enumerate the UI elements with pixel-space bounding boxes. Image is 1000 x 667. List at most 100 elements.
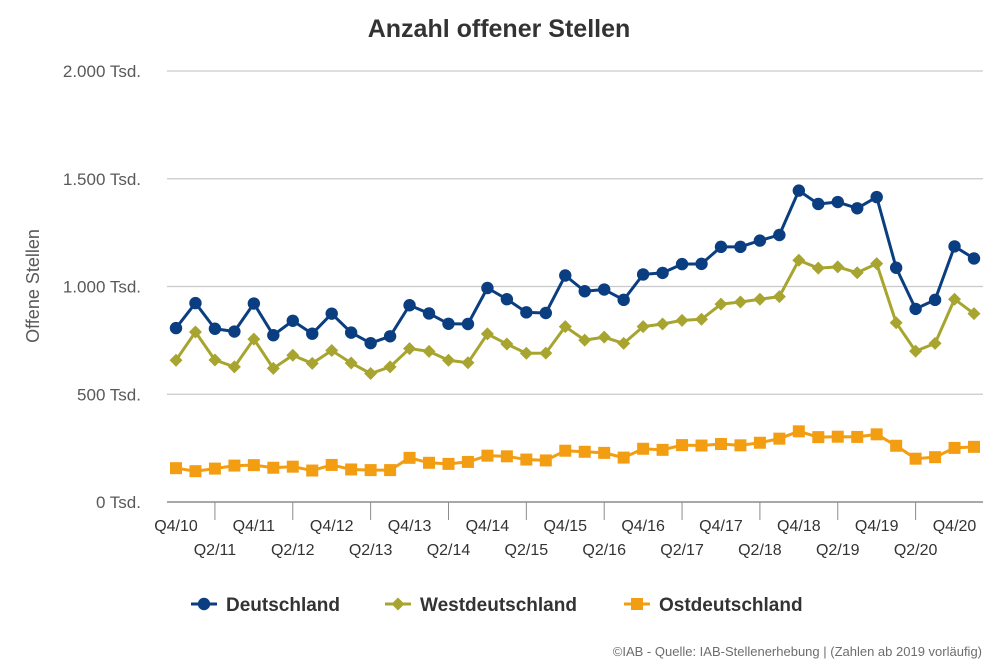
data-point (169, 353, 183, 367)
data-point (636, 320, 650, 334)
data-point (286, 348, 300, 362)
x-tick-label: Q2/12 (271, 542, 315, 559)
data-point (403, 299, 416, 312)
x-tick-label: Q2/15 (505, 542, 549, 559)
legend-item-deutschland[interactable]: Deutschland (191, 595, 340, 616)
x-tick-label: Q4/15 (543, 518, 587, 535)
chart-title: Anzahl offener Stellen (368, 15, 631, 43)
data-point (909, 452, 922, 465)
x-tick-label: Q4/18 (777, 518, 821, 535)
data-point (267, 461, 280, 474)
data-point (208, 322, 222, 335)
data-point (617, 451, 630, 464)
data-point (656, 317, 670, 331)
legend-item-ostdeutschland[interactable]: Ostdeutschland (624, 595, 803, 616)
data-point (345, 463, 358, 476)
data-point (306, 464, 319, 477)
data-point (772, 290, 786, 304)
data-point (734, 439, 747, 452)
data-point (753, 292, 767, 306)
data-point (812, 197, 825, 211)
data-point (695, 312, 709, 326)
data-point (851, 430, 864, 443)
data-point (831, 195, 844, 209)
data-point (500, 450, 513, 463)
y-tick-label: 1.000 Tsd. (63, 278, 141, 297)
data-point (461, 317, 475, 331)
data-point (928, 293, 942, 307)
data-point (792, 425, 805, 438)
data-point (208, 353, 222, 367)
data-point (753, 234, 767, 247)
y-tick-label: 2.000 Tsd. (63, 62, 141, 81)
data-point (170, 462, 182, 475)
data-point (890, 439, 903, 452)
legend-label: Ostdeutschland (659, 595, 803, 616)
data-point (792, 253, 806, 267)
gridlines (167, 70, 983, 503)
data-point (948, 292, 962, 306)
data-point (344, 326, 358, 339)
series-westdeutschland (169, 253, 981, 381)
data-point (948, 441, 961, 454)
data-point (189, 465, 202, 478)
data-point (792, 184, 806, 197)
y-tick-label: 500 Tsd. (77, 385, 141, 404)
data-point (500, 293, 514, 306)
legend-item-westdeutschland[interactable]: Westdeutschland (385, 595, 577, 616)
data-point (617, 293, 630, 307)
y-axis-ticks: 0 Tsd. 500 Tsd. 1.000 Tsd. 1.500 Tsd. 2.000 … (63, 62, 141, 512)
data-point (442, 317, 455, 330)
source-note: ©IAB - Quelle: IAB-Stellenerhebung | (Za… (613, 644, 982, 659)
x-tick-label: Q2/20 (894, 542, 938, 559)
data-point (539, 454, 552, 467)
data-point (383, 330, 397, 343)
x-tick-label: Q2/11 (194, 542, 237, 559)
data-point (384, 464, 397, 477)
data-point (870, 428, 883, 441)
data-point (481, 281, 494, 295)
x-tick-label: Q2/19 (816, 542, 860, 559)
data-point (928, 336, 942, 350)
data-point (675, 257, 689, 271)
data-point (909, 302, 922, 316)
data-point (228, 459, 241, 472)
x-tick-label: Q4/16 (621, 518, 665, 535)
y-tick-label: 0 Tsd. (96, 493, 141, 512)
x-tick-label: Q4/13 (388, 518, 432, 535)
legend-marker (631, 598, 643, 610)
data-point (675, 313, 689, 327)
data-point (480, 327, 494, 341)
data-point (422, 307, 436, 320)
legend[interactable]: Deutschland Westdeutschland Ostdeutschland (191, 595, 803, 616)
data-point (948, 240, 961, 253)
data-point (578, 445, 591, 458)
data-point (208, 462, 221, 475)
data-point (461, 356, 475, 370)
data-point (733, 295, 747, 309)
data-point (403, 451, 416, 464)
data-point (597, 283, 611, 296)
data-point (578, 333, 592, 347)
data-point (753, 436, 766, 449)
data-point (870, 190, 883, 204)
data-point (286, 314, 299, 327)
data-point (383, 360, 397, 374)
data-point (598, 446, 611, 459)
data-point (266, 361, 280, 375)
data-point (189, 296, 202, 310)
data-point (870, 257, 884, 271)
data-point (636, 268, 650, 281)
data-point (228, 325, 241, 338)
data-point (364, 464, 377, 477)
data-point (695, 257, 708, 271)
y-tick-label: 1.500 Tsd. (63, 170, 141, 189)
x-tick-label: Q4/19 (855, 518, 899, 535)
x-tick-label: Q4/11 (233, 518, 276, 535)
data-point (656, 443, 669, 456)
data-point (520, 306, 533, 319)
data-point (169, 321, 183, 335)
legend-label: Westdeutschland (420, 595, 577, 616)
y-axis-label: Offene Stellen (23, 229, 43, 343)
